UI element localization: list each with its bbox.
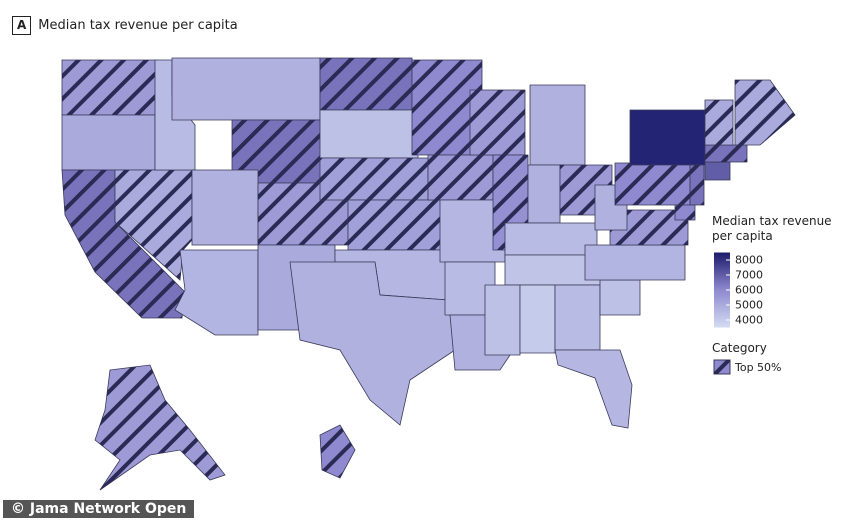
hatch-overlay	[705, 145, 747, 162]
hatch-overlay	[735, 80, 795, 145]
state	[289, 261, 456, 426]
category-title: Category	[712, 341, 767, 355]
hatch-overlay	[232, 120, 322, 183]
colorbar-tick-label: 5000	[735, 298, 763, 312]
state	[504, 222, 598, 256]
state	[629, 109, 711, 166]
hatch-overlay	[348, 200, 445, 250]
watermark: © Jama Network Open	[3, 500, 195, 518]
state	[171, 57, 321, 121]
hatch-overlay	[610, 210, 688, 245]
colorbar-tick-label: 4000	[735, 313, 763, 327]
hatch-overlay	[470, 90, 525, 155]
hatch-overlay	[615, 163, 690, 205]
hatch-overlay	[705, 100, 733, 145]
colorbar-tick-label: 8000	[735, 253, 763, 267]
state	[484, 284, 521, 356]
hatch-overlay	[320, 425, 355, 478]
state	[704, 161, 731, 181]
hatch-overlay	[675, 205, 695, 220]
hatch-overlay	[62, 170, 185, 318]
state	[319, 109, 419, 159]
category-swatch-hatch	[714, 360, 730, 374]
state	[584, 244, 686, 281]
colorbar	[714, 252, 730, 328]
panel-header: A Median tax revenue per capita	[12, 16, 238, 35]
state	[61, 114, 156, 171]
hatch-overlay	[690, 165, 704, 205]
hatch-overlay	[428, 155, 493, 200]
state	[519, 284, 556, 354]
colorbar-tick-label: 6000	[735, 283, 763, 297]
legend-title: Median tax revenue per capita	[712, 214, 832, 243]
hatch-overlay	[320, 158, 428, 200]
hatch-overlay	[62, 60, 157, 115]
map-title: Median tax revenue per capita	[38, 18, 238, 33]
state	[599, 279, 641, 316]
state	[554, 284, 601, 351]
hatch-overlay	[115, 170, 192, 280]
state	[174, 249, 259, 336]
panel-label: A	[12, 16, 32, 35]
state	[191, 169, 259, 246]
hatch-overlay	[412, 60, 482, 155]
hatch-overlay	[320, 58, 412, 110]
state	[554, 349, 633, 429]
state	[527, 164, 561, 224]
colorbar-tick-label: 7000	[735, 268, 763, 282]
hatch-overlay	[95, 365, 225, 490]
category-label: Top 50%	[735, 361, 782, 374]
state	[529, 84, 586, 166]
